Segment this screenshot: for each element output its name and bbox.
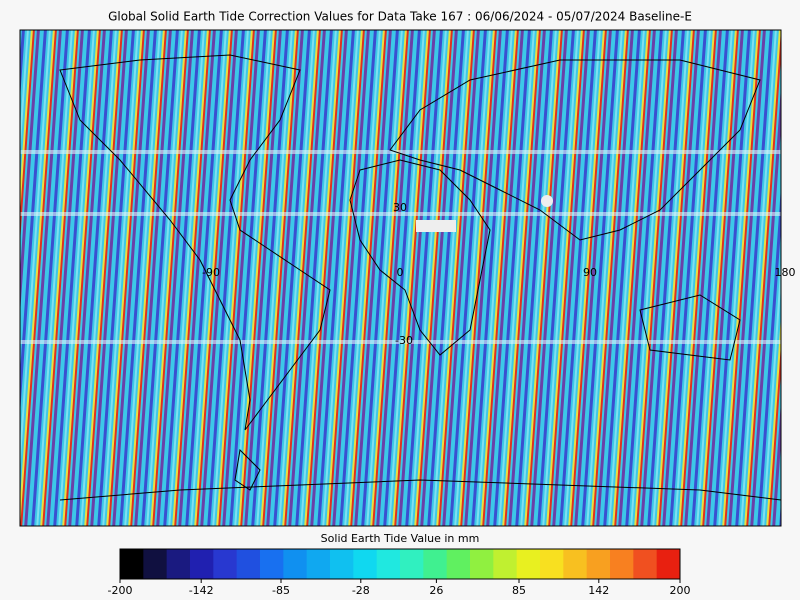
track-gap [20, 150, 781, 154]
colorbar-swatch [376, 549, 401, 579]
colorbar-swatch [306, 549, 331, 579]
track-gap [541, 195, 553, 207]
colorbar-label: Solid Earth Tide Value in mm [321, 532, 480, 545]
lon-label: -90 [202, 266, 220, 279]
track-gap [20, 340, 781, 344]
track-gap [20, 212, 781, 216]
colorbar-swatch [400, 549, 424, 579]
map [20, 30, 781, 526]
lon-label: 0 [397, 266, 404, 279]
colorbar-swatch [423, 549, 448, 579]
coastlines [59, 54, 781, 501]
colorbar-swatch [470, 549, 494, 579]
colorbar-swatch [260, 549, 284, 579]
lon-label: 180 [775, 266, 796, 279]
map-frame [19, 29, 782, 527]
colorbar-swatch [633, 549, 658, 579]
colorbar-swatch [656, 549, 681, 579]
colorbar-frame [119, 548, 681, 580]
colorbar-swatch [143, 549, 168, 579]
colorbar-swatch [166, 549, 191, 579]
colorbar-swatch [493, 549, 518, 579]
lon-label: 90 [583, 266, 597, 279]
lat-label: 30 [393, 201, 407, 214]
colorbar-tick-label: -142 [189, 584, 214, 597]
colorbar-swatch [120, 549, 144, 579]
colorbar-swatch [610, 549, 634, 579]
colorbar-tick-label: -200 [108, 584, 133, 597]
colorbar-tick-label: 200 [670, 584, 691, 597]
title: Global Solid Earth Tide Correction Value… [108, 10, 692, 24]
colorbar: -200 -142 -85 -28 26 85 142 200 [108, 548, 691, 597]
colorbar-tick-label: 85 [512, 584, 526, 597]
colorbar-swatch [540, 549, 564, 579]
colorbar-swatch [330, 549, 354, 579]
colorbar-tick-label: 142 [588, 584, 609, 597]
colorbar-tick-label: -28 [352, 584, 370, 597]
colorbar-swatch [516, 549, 541, 579]
colorbar-swatch [213, 549, 238, 579]
colorbar-swatch [190, 549, 214, 579]
colorbar-tick-label: 26 [429, 584, 443, 597]
tide-tracks [20, 30, 781, 526]
lat-label: -30 [395, 334, 413, 347]
colorbar-swatch [283, 549, 308, 579]
colorbar-swatch [446, 549, 471, 579]
colorbar-swatch [586, 549, 611, 579]
colorbar-swatch [563, 549, 588, 579]
colorbar-tick-label: -85 [272, 584, 290, 597]
colorbar-swatch [353, 549, 378, 579]
track-gap [416, 220, 456, 232]
colorbar-swatch [236, 549, 261, 579]
